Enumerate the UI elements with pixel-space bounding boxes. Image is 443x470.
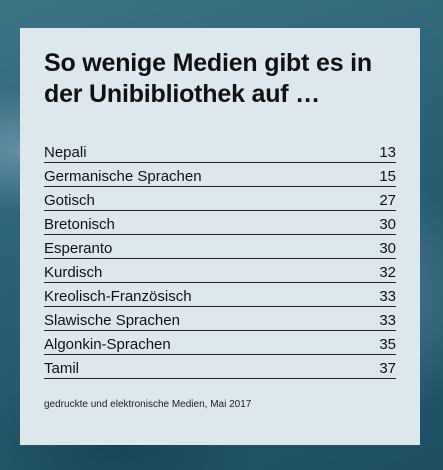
footnote: gedruckte und elektronische Medien, Mai …: [44, 399, 252, 410]
row-label: Germanische Sprachen: [44, 162, 363, 187]
row-value: 32: [362, 258, 396, 283]
table-row: Tamil 37: [44, 354, 396, 379]
info-card: So wenige Medien gibt es in der Unibibli…: [20, 28, 420, 445]
row-value: 27: [362, 186, 396, 211]
table-row: Slawische Sprachen 33: [44, 306, 396, 331]
row-value: 13: [362, 139, 396, 163]
table-row: Bretonisch 30: [44, 210, 396, 235]
row-label: Tamil: [44, 354, 363, 379]
row-value: 35: [362, 330, 396, 355]
row-label: Algonkin-Sprachen: [44, 330, 363, 355]
row-value: 37: [362, 354, 396, 379]
row-value: 15: [362, 162, 396, 187]
table-row: Germanische Sprachen 15: [44, 162, 396, 187]
table-row: Kurdisch 32: [44, 258, 396, 283]
row-label: Esperanto: [44, 234, 363, 259]
row-value: 33: [362, 282, 396, 307]
row-value: 33: [362, 306, 396, 331]
row-label: Nepali: [44, 139, 363, 163]
table-row: Kreolisch-Französisch 33: [44, 282, 396, 307]
row-label: Kreolisch-Französisch: [44, 282, 363, 307]
media-table: Nepali 13 Germanische Sprachen 15 Gotisch 27 B…: [44, 139, 396, 379]
row-label: Gotisch: [44, 186, 363, 211]
card-title: So wenige Medien gibt es in der Unibibli…: [44, 49, 372, 108]
table-row: Nepali 13: [44, 139, 396, 163]
table-row: Esperanto 30: [44, 234, 396, 259]
table-row: Algonkin-Sprachen 35: [44, 330, 396, 355]
row-value: 30: [362, 234, 396, 259]
row-label: Bretonisch: [44, 210, 363, 235]
row-value: 30: [362, 210, 396, 235]
row-label: Kurdisch: [44, 258, 363, 283]
table-row: Gotisch 27: [44, 186, 396, 211]
row-label: Slawische Sprachen: [44, 306, 363, 331]
